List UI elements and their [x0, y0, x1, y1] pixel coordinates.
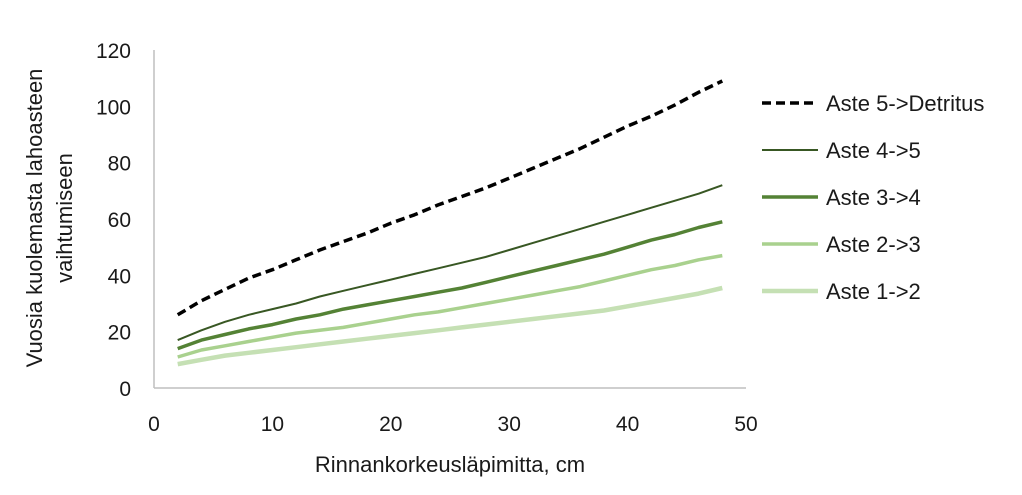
series-line-4: [177, 253, 723, 359]
x-axis-title: Rinnankorkeusläpimitta, cm: [315, 452, 585, 477]
series-line-1: [176, 79, 724, 317]
y-tick-label: 60: [108, 209, 131, 232]
legend-label-2: Aste 4->5: [826, 138, 921, 163]
x-tick-label: 50: [734, 413, 757, 436]
y-tick-label: 0: [119, 378, 131, 401]
x-tick-label: 30: [498, 413, 521, 436]
y-tick-label: 20: [108, 322, 131, 345]
y-axis-ticks: 0 20 40 60 80 100 120: [96, 40, 131, 401]
y-axis-title: Vuosia kuolemasta lahoasteen vaihtumisee…: [22, 69, 77, 368]
series-line-5: [177, 285, 723, 367]
y-tick-label: 40: [108, 265, 131, 288]
x-axis-ticks: 0 10 20 30 40 50: [148, 413, 758, 436]
legend-label-5: Aste 1->2: [826, 279, 921, 304]
legend-label-4: Aste 2->3: [826, 232, 921, 257]
x-tick-label: 0: [148, 413, 160, 436]
y-axis-title-line-2: vaihtumiseen: [52, 153, 77, 283]
x-tick-label: 10: [261, 413, 284, 436]
y-axis-title-line-1: Vuosia kuolemasta lahoasteen: [22, 69, 47, 368]
plot-area: 0 10 20 30 40 50 0 20 40 60 80 100 120: [96, 40, 758, 436]
y-tick-label: 120: [96, 40, 131, 63]
series-lines: [176, 79, 724, 367]
series-line-3: [177, 220, 723, 351]
legend-label-3: Aste 3->4: [826, 185, 921, 210]
x-tick-label: 20: [379, 413, 402, 436]
x-tick-label: 40: [616, 413, 639, 436]
series-line-2: [177, 184, 723, 342]
legend-label-1: Aste 5->Detritus: [826, 91, 984, 116]
y-tick-label: 100: [96, 96, 131, 119]
legend: Aste 5->Detritus Aste 4->5 Aste 3->4 Aste 2…: [762, 91, 984, 304]
y-tick-label: 80: [108, 153, 131, 176]
